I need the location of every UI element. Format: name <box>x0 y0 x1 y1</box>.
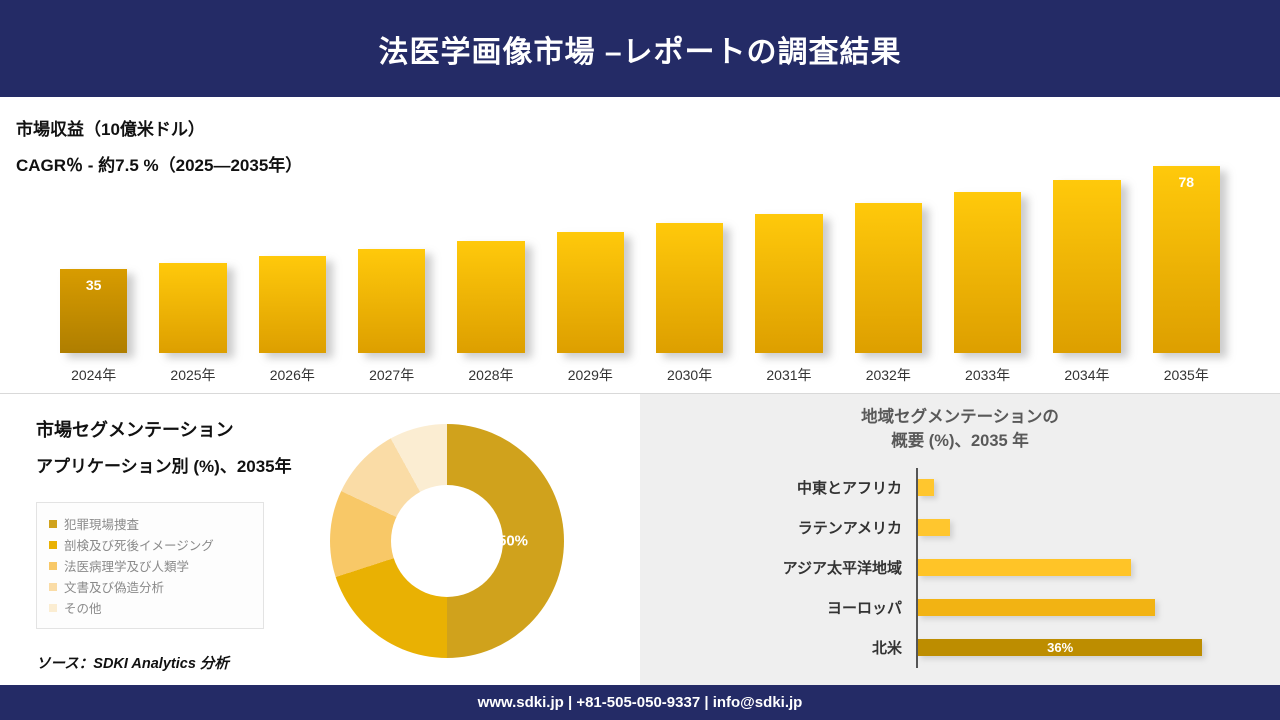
region-panel: 地域セグメンテーションの 概要 (%)、2035 年 中東とアフリカ ラテンアメリ… <box>640 394 1280 685</box>
bar-group: 2026年 <box>243 141 342 389</box>
page-header: 法医学画像市場 –レポートの調査結果 <box>0 0 1280 97</box>
region-bar-area <box>916 547 1280 588</box>
legend-label: 犯罪現場捜査 <box>64 518 140 532</box>
legend-swatch <box>49 519 57 528</box>
bar-group: 2034年 <box>1037 141 1136 389</box>
bar-value-label: 78 <box>1178 174 1195 190</box>
source-note: ソース：SDKI Analytics 分析 <box>36 656 229 672</box>
bar-value-label: 35 <box>85 277 102 293</box>
region-label: 北米 <box>871 640 902 658</box>
x-axis-label: 2035年 <box>1163 367 1209 383</box>
region-bar <box>918 479 934 497</box>
segmentation-subtitle: アプリケーション別 (%)、2035年 <box>36 457 292 476</box>
bar-group: 2030年 <box>640 141 739 389</box>
application-legend: 犯罪現場捜査剖検及び死後イメージング 法医病理学及び人類学 文書及び偽造分析 その他 <box>36 502 264 629</box>
bar-group: 2033年 <box>938 141 1037 389</box>
revenue-bar <box>159 263 227 353</box>
x-axis-label: 2028年 <box>468 367 514 383</box>
region-row: ラテンアメリカ <box>640 507 1280 548</box>
x-axis-label: 2032年 <box>865 367 911 383</box>
region-label: ラテンアメリカ <box>797 520 902 538</box>
x-axis-label: 2027年 <box>369 367 415 383</box>
region-label: アジア太平洋地域 <box>782 560 902 578</box>
x-axis-label: 2026年 <box>269 367 315 383</box>
segmentation-panel: 市場セグメンテーション アプリケーション別 (%)、2035年 犯罪現場捜査剖検… <box>0 394 640 685</box>
bar-group: 35 2024年 <box>44 141 143 389</box>
region-bar-chart: 中東とアフリカ ラテンアメリカアジア太平洋地域ヨーロッパ北米 36% <box>640 467 1280 668</box>
bar-group: 2025年 <box>143 141 242 389</box>
legend-label: その他 <box>64 602 102 616</box>
legend-swatch <box>49 561 57 570</box>
legend-item: 文書及び偽造分析 <box>49 576 251 597</box>
donut-value-label: 50% <box>498 532 529 550</box>
region-bar <box>918 519 950 537</box>
page-footer: www.sdki.jp | +81-505-050-9337 | info@sd… <box>0 685 1280 720</box>
x-axis-label: 2025年 <box>170 367 216 383</box>
region-bar <box>918 559 1132 577</box>
region-bar-area <box>916 467 1280 508</box>
legend-swatch <box>49 540 57 549</box>
region-row: 北米 36% <box>640 627 1280 668</box>
region-label: 中東とアフリカ <box>796 480 902 498</box>
region-bar-area <box>916 507 1280 548</box>
revenue-bar <box>655 223 724 353</box>
page-title: 法医学画像市場 –レポートの調査結果 <box>378 35 902 69</box>
region-row: 中東とアフリカ <box>640 467 1280 508</box>
region-bar: 36% <box>918 639 1203 657</box>
region-row: ヨーロッパ <box>640 587 1280 628</box>
revenue-cagr-label: CAGR％ - 約7.5 %（2025―2035年） <box>16 156 303 175</box>
bar-group: 2031年 <box>739 141 838 389</box>
revenue-bar-chart: 35 2024年 2025年 2026年 2027年 2028年 2029年 2030年 203… <box>44 141 1236 389</box>
revenue-heading: 市場収益（10億米ドル） <box>16 120 205 139</box>
revenue-bar <box>854 203 923 353</box>
revenue-bar <box>1053 180 1121 353</box>
x-axis-label: 2024年 <box>71 367 117 383</box>
x-axis-label: 2034年 <box>1064 367 1110 383</box>
revenue-section: 市場収益（10億米ドル） CAGR％ - 約7.5 %（2025―2035年） … <box>0 97 1280 393</box>
region-bar <box>918 599 1155 617</box>
donut-hole <box>391 485 503 597</box>
revenue-bar <box>556 232 625 353</box>
footer-contact: www.sdki.jp | +81-505-050-9337 | info@sd… <box>477 694 803 711</box>
bar-group: 2032年 <box>839 141 938 389</box>
region-title-line2: 概要 (%)、2035 年 <box>891 431 1029 450</box>
revenue-bar <box>755 214 823 353</box>
revenue-bar <box>953 192 1022 353</box>
region-bar-area <box>916 587 1280 628</box>
x-axis-label: 2029年 <box>567 367 613 383</box>
legend-label: 文書及び偽造分析 <box>64 581 165 595</box>
x-axis-label: 2031年 <box>766 367 812 383</box>
x-axis-label: 2030年 <box>667 367 713 383</box>
region-row: アジア太平洋地域 <box>640 547 1280 588</box>
revenue-bar <box>258 256 327 353</box>
legend-swatch <box>49 582 57 591</box>
revenue-bar <box>457 241 525 353</box>
bar-value-label: 36% <box>1047 640 1074 656</box>
legend-item: 犯罪現場捜査 <box>49 513 251 534</box>
revenue-bar <box>357 249 426 353</box>
bar-group: 78 2035年 <box>1137 141 1236 389</box>
region-label: ヨーロッパ <box>826 600 902 618</box>
segmentation-title: 市場セグメンテーション <box>36 420 234 440</box>
region-bar-area: 36% <box>916 627 1280 668</box>
x-axis-label: 2033年 <box>965 367 1011 383</box>
revenue-bar: 78 <box>1152 166 1221 353</box>
legend-item: その他 <box>49 597 251 618</box>
application-donut: 50% <box>330 424 564 658</box>
legend-label: 剖検及び死後イメージング <box>64 539 214 553</box>
legend-swatch <box>49 603 57 612</box>
bar-group: 2029年 <box>541 141 640 389</box>
legend-item: 法医病理学及び人類学 <box>49 555 251 576</box>
region-title-line1: 地域セグメンテーションの <box>861 408 1059 426</box>
legend-label: 法医病理学及び人類学 <box>64 560 190 574</box>
revenue-bar: 35 <box>59 269 128 353</box>
legend-item: 剖検及び死後イメージング <box>49 534 251 555</box>
bottom-panels: 市場セグメンテーション アプリケーション別 (%)、2035年 犯罪現場捜査剖検… <box>0 393 1280 685</box>
bar-group: 2027年 <box>342 141 441 389</box>
region-title: 地域セグメンテーションの 概要 (%)、2035 年 <box>640 406 1280 454</box>
bar-group: 2028年 <box>441 141 540 389</box>
